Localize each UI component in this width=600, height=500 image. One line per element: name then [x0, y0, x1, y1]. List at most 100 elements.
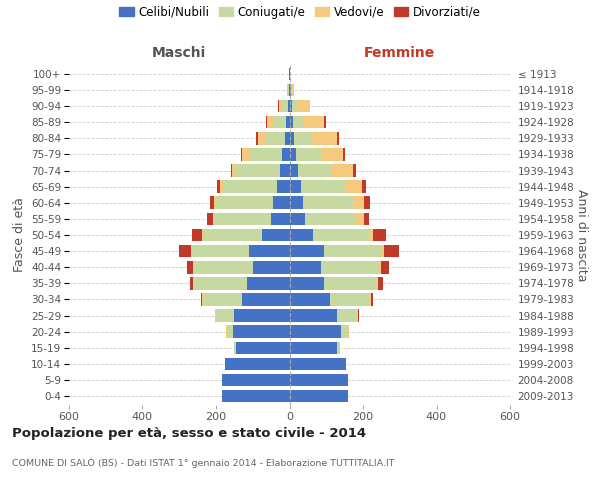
Bar	[290, 164, 298, 177]
Bar	[290, 261, 321, 274]
Bar	[268, 116, 273, 128]
Bar	[341, 326, 348, 338]
Bar	[292, 84, 294, 96]
Bar	[311, 132, 337, 144]
Bar	[223, 180, 277, 193]
Bar	[207, 212, 212, 225]
Bar	[382, 245, 385, 258]
Bar	[337, 342, 340, 354]
Bar	[378, 277, 379, 289]
Bar	[256, 132, 257, 144]
Bar	[287, 100, 290, 112]
Bar	[321, 148, 343, 160]
Bar	[220, 180, 223, 193]
Bar	[225, 358, 290, 370]
Text: Maschi: Maschi	[152, 46, 206, 60]
Bar	[356, 212, 364, 225]
Bar	[321, 261, 380, 274]
Bar	[216, 196, 273, 209]
Bar	[343, 148, 345, 160]
Bar	[290, 228, 313, 241]
Bar	[292, 100, 297, 112]
Bar	[190, 277, 193, 289]
Bar	[362, 180, 365, 193]
Bar	[290, 148, 296, 160]
Bar	[286, 116, 290, 128]
Bar	[371, 293, 373, 306]
Bar	[304, 116, 325, 128]
Bar	[280, 164, 290, 177]
Bar	[370, 293, 371, 306]
Bar	[179, 245, 191, 258]
Bar	[221, 374, 290, 386]
Bar	[282, 148, 290, 160]
Bar	[290, 358, 346, 370]
Bar	[289, 68, 290, 80]
Bar	[202, 293, 203, 306]
Bar	[217, 180, 220, 193]
Bar	[236, 164, 280, 177]
Bar	[330, 293, 370, 306]
Bar	[282, 100, 287, 112]
Bar	[202, 228, 203, 241]
Bar	[358, 310, 359, 322]
Bar	[242, 148, 249, 160]
Bar	[249, 148, 282, 160]
Bar	[325, 245, 382, 258]
Bar	[290, 310, 337, 322]
Bar	[290, 180, 301, 193]
Bar	[193, 261, 194, 274]
Bar	[297, 100, 310, 112]
Bar	[364, 212, 369, 225]
Bar	[353, 196, 364, 209]
Bar	[290, 212, 305, 225]
Bar	[227, 326, 233, 338]
Bar	[301, 180, 346, 193]
Bar	[332, 164, 353, 177]
Y-axis label: Anni di nascita: Anni di nascita	[575, 188, 588, 281]
Bar	[242, 293, 290, 306]
Bar	[226, 326, 227, 338]
Bar	[216, 310, 235, 322]
Bar	[279, 100, 282, 112]
Bar	[298, 164, 332, 177]
Bar	[262, 228, 290, 241]
Bar	[290, 374, 348, 386]
Bar	[348, 326, 349, 338]
Bar	[247, 277, 290, 289]
Bar	[385, 245, 399, 258]
Bar	[290, 132, 294, 144]
Bar	[290, 84, 292, 96]
Bar	[285, 132, 290, 144]
Bar	[290, 293, 330, 306]
Bar	[257, 132, 265, 144]
Bar	[290, 245, 325, 258]
Bar	[346, 180, 362, 193]
Bar	[192, 245, 249, 258]
Bar	[325, 277, 378, 289]
Bar	[273, 116, 286, 128]
Bar	[253, 261, 290, 274]
Bar	[277, 180, 290, 193]
Bar	[290, 100, 292, 112]
Bar	[266, 116, 268, 128]
Bar	[296, 148, 321, 160]
Bar	[287, 84, 289, 96]
Bar	[236, 342, 290, 354]
Bar	[221, 390, 290, 402]
Bar	[212, 212, 214, 225]
Bar	[364, 196, 370, 209]
Bar	[214, 196, 216, 209]
Bar	[271, 212, 290, 225]
Bar	[215, 310, 216, 322]
Bar	[289, 84, 290, 96]
Bar	[368, 228, 373, 241]
Y-axis label: Fasce di età: Fasce di età	[13, 198, 26, 272]
Bar	[290, 277, 325, 289]
Bar	[379, 277, 383, 289]
Bar	[203, 293, 242, 306]
Bar	[337, 310, 358, 322]
Legend: Celibi/Nubili, Coniugati/e, Vedovi/e, Divorziati/e: Celibi/Nubili, Coniugati/e, Vedovi/e, Di…	[115, 1, 485, 24]
Text: COMUNE DI SALÒ (BS) - Dati ISTAT 1° gennaio 2014 - Elaborazione TUTTITALIA.IT: COMUNE DI SALÒ (BS) - Dati ISTAT 1° genn…	[12, 458, 395, 468]
Bar	[235, 310, 290, 322]
